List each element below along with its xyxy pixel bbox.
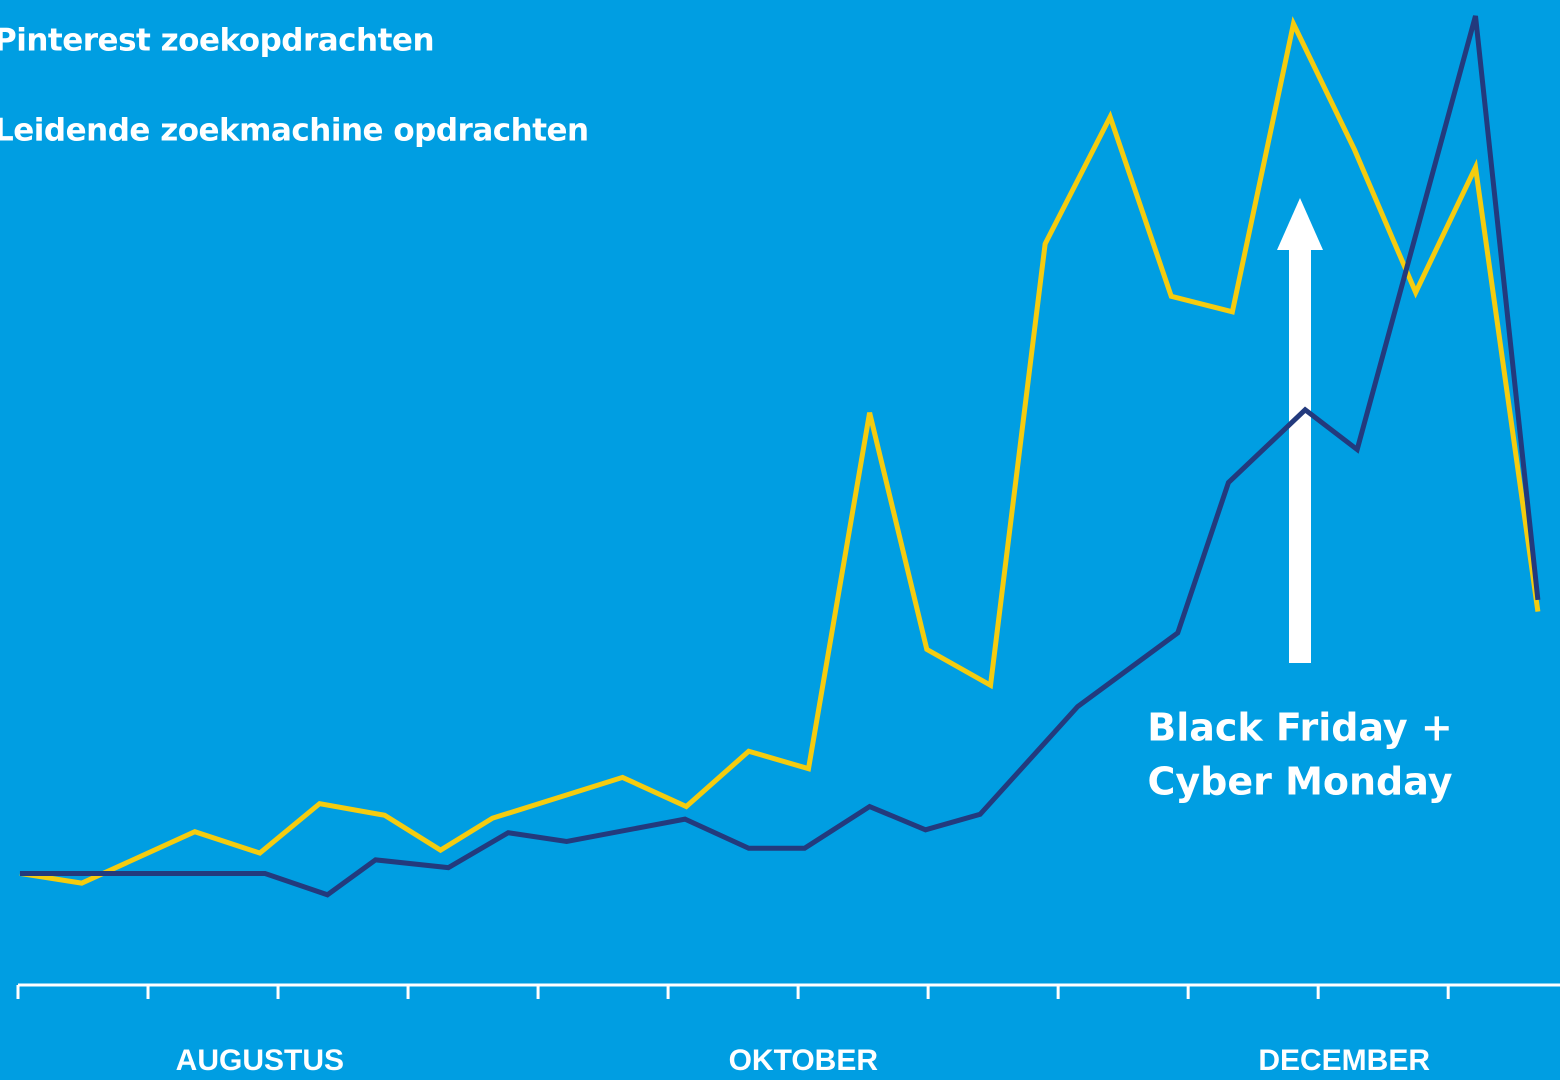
x-tick-label: DECEMBER <box>1258 1044 1430 1077</box>
line <box>19 15 1541 898</box>
legend-label: Leidende zoekmachine opdrachten <box>0 113 589 149</box>
arrow-head <box>1277 198 1323 250</box>
annotation: Cyber Monday <box>1147 760 1452 804</box>
x-tick-label: AUGUSTUS <box>176 1044 344 1077</box>
x-tick-label: OKTOBER <box>729 1044 879 1077</box>
annotation: Black Friday + <box>1147 706 1452 750</box>
legend-label: Pinterest zoekopdrachten <box>0 23 434 59</box>
line <box>19 16 1541 886</box>
